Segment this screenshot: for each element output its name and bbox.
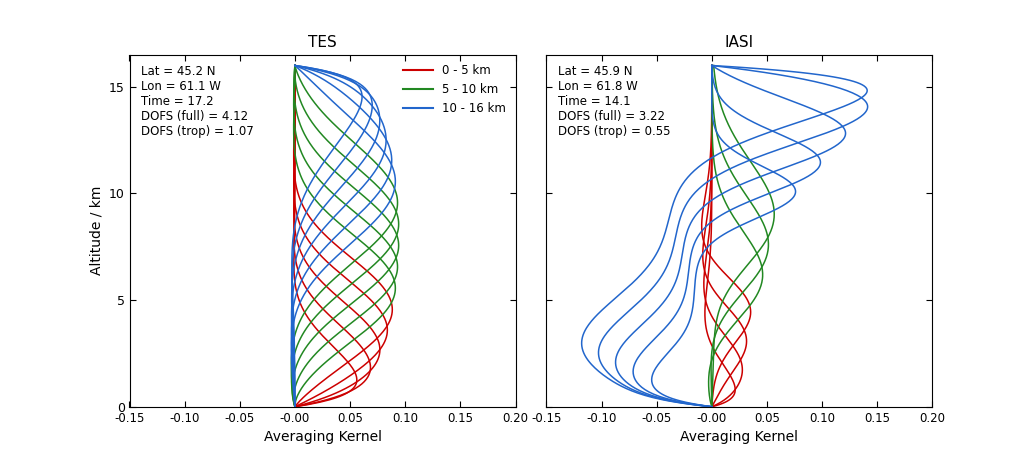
Y-axis label: Altitude / km: Altitude / km xyxy=(89,186,104,276)
Title: IASI: IASI xyxy=(725,35,754,49)
Title: TES: TES xyxy=(308,35,337,49)
Text: Lat = 45.9 N
Lon = 61.8 W
Time = 14.1
DOFS (full) = 3.22
DOFS (trop) = 0.55: Lat = 45.9 N Lon = 61.8 W Time = 14.1 DO… xyxy=(558,65,670,138)
X-axis label: Averaging Kernel: Averaging Kernel xyxy=(263,430,381,444)
Legend: 0 - 5 km, 5 - 10 km, 10 - 16 km: 0 - 5 km, 5 - 10 km, 10 - 16 km xyxy=(400,61,510,119)
Text: Lat = 45.2 N
Lon = 61.1 W
Time = 17.2
DOFS (full) = 4.12
DOFS (trop) = 1.07: Lat = 45.2 N Lon = 61.1 W Time = 17.2 DO… xyxy=(141,65,254,138)
X-axis label: Averaging Kernel: Averaging Kernel xyxy=(681,430,799,444)
